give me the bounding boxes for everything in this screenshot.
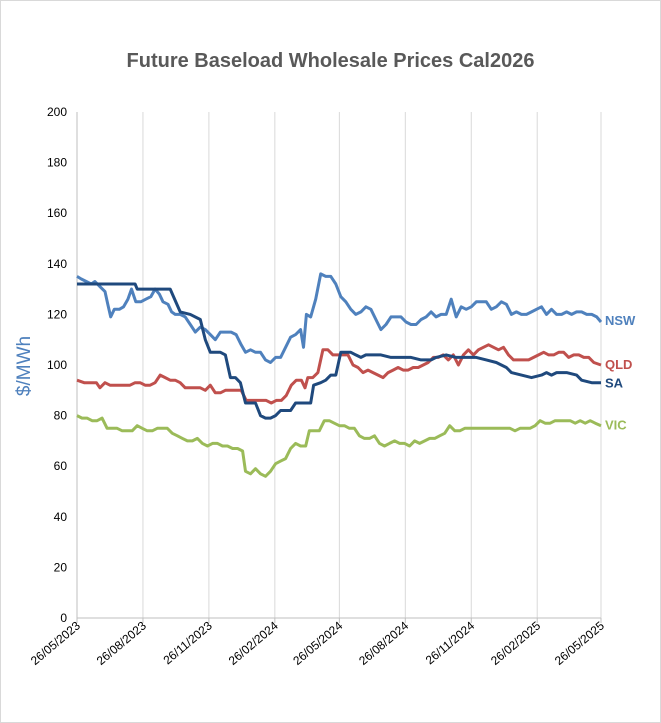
y-tick-label: 180: [47, 156, 67, 170]
y-tick-label: 80: [54, 409, 68, 423]
series-line-sa: [77, 282, 601, 420]
y-tick-label: 200: [47, 105, 67, 119]
y-tick-label: 60: [54, 459, 68, 473]
y-tick-label: 40: [54, 510, 68, 524]
series-label-vic: VIC: [605, 418, 627, 433]
y-tick-labels: 0 20 40 60 80 100 120 140 160 180 200: [47, 105, 67, 625]
axes: [76, 112, 602, 623]
y-axis-label: $/MWh: [14, 336, 35, 396]
series-line-qld: [76, 343, 602, 405]
y-tick-label: 0: [60, 611, 67, 625]
y-tick-label: 160: [47, 206, 67, 220]
x-tick-label: 26/11/2024: [423, 618, 478, 667]
series-label-qld: QLD: [605, 357, 632, 372]
x-tick-label: 26/02/2025: [488, 618, 543, 668]
x-tick-label: 26/05/2024: [290, 618, 345, 668]
x-tick-label: 26/05/2025: [552, 618, 607, 668]
x-tick-labels: 26/05/2023 26/08/2023 26/11/2023 26/02/2024…: [28, 618, 607, 668]
series-lines: [76, 272, 603, 478]
y-tick-label: 140: [47, 257, 67, 271]
x-tick-label: 26/05/2023: [28, 618, 83, 668]
series-line-vic: [76, 414, 602, 478]
x-tick-label: 26/08/2023: [94, 618, 149, 668]
y-tick-label: 100: [47, 358, 67, 372]
series-label-sa: SA: [605, 376, 624, 391]
chart-title: Future Baseload Wholesale Prices Cal2026: [126, 50, 535, 72]
y-tick-label: 20: [54, 560, 68, 574]
y-tick-label: 120: [47, 307, 67, 321]
series-labels: NSW QLD SA VIC: [605, 313, 636, 433]
grid-lines: [76, 112, 602, 618]
x-tick-label: 26/08/2024: [356, 618, 411, 668]
x-tick-label: 26/02/2024: [226, 618, 281, 668]
x-tick-label: 26/11/2023: [160, 618, 215, 667]
series-label-nsw: NSW: [605, 313, 636, 328]
